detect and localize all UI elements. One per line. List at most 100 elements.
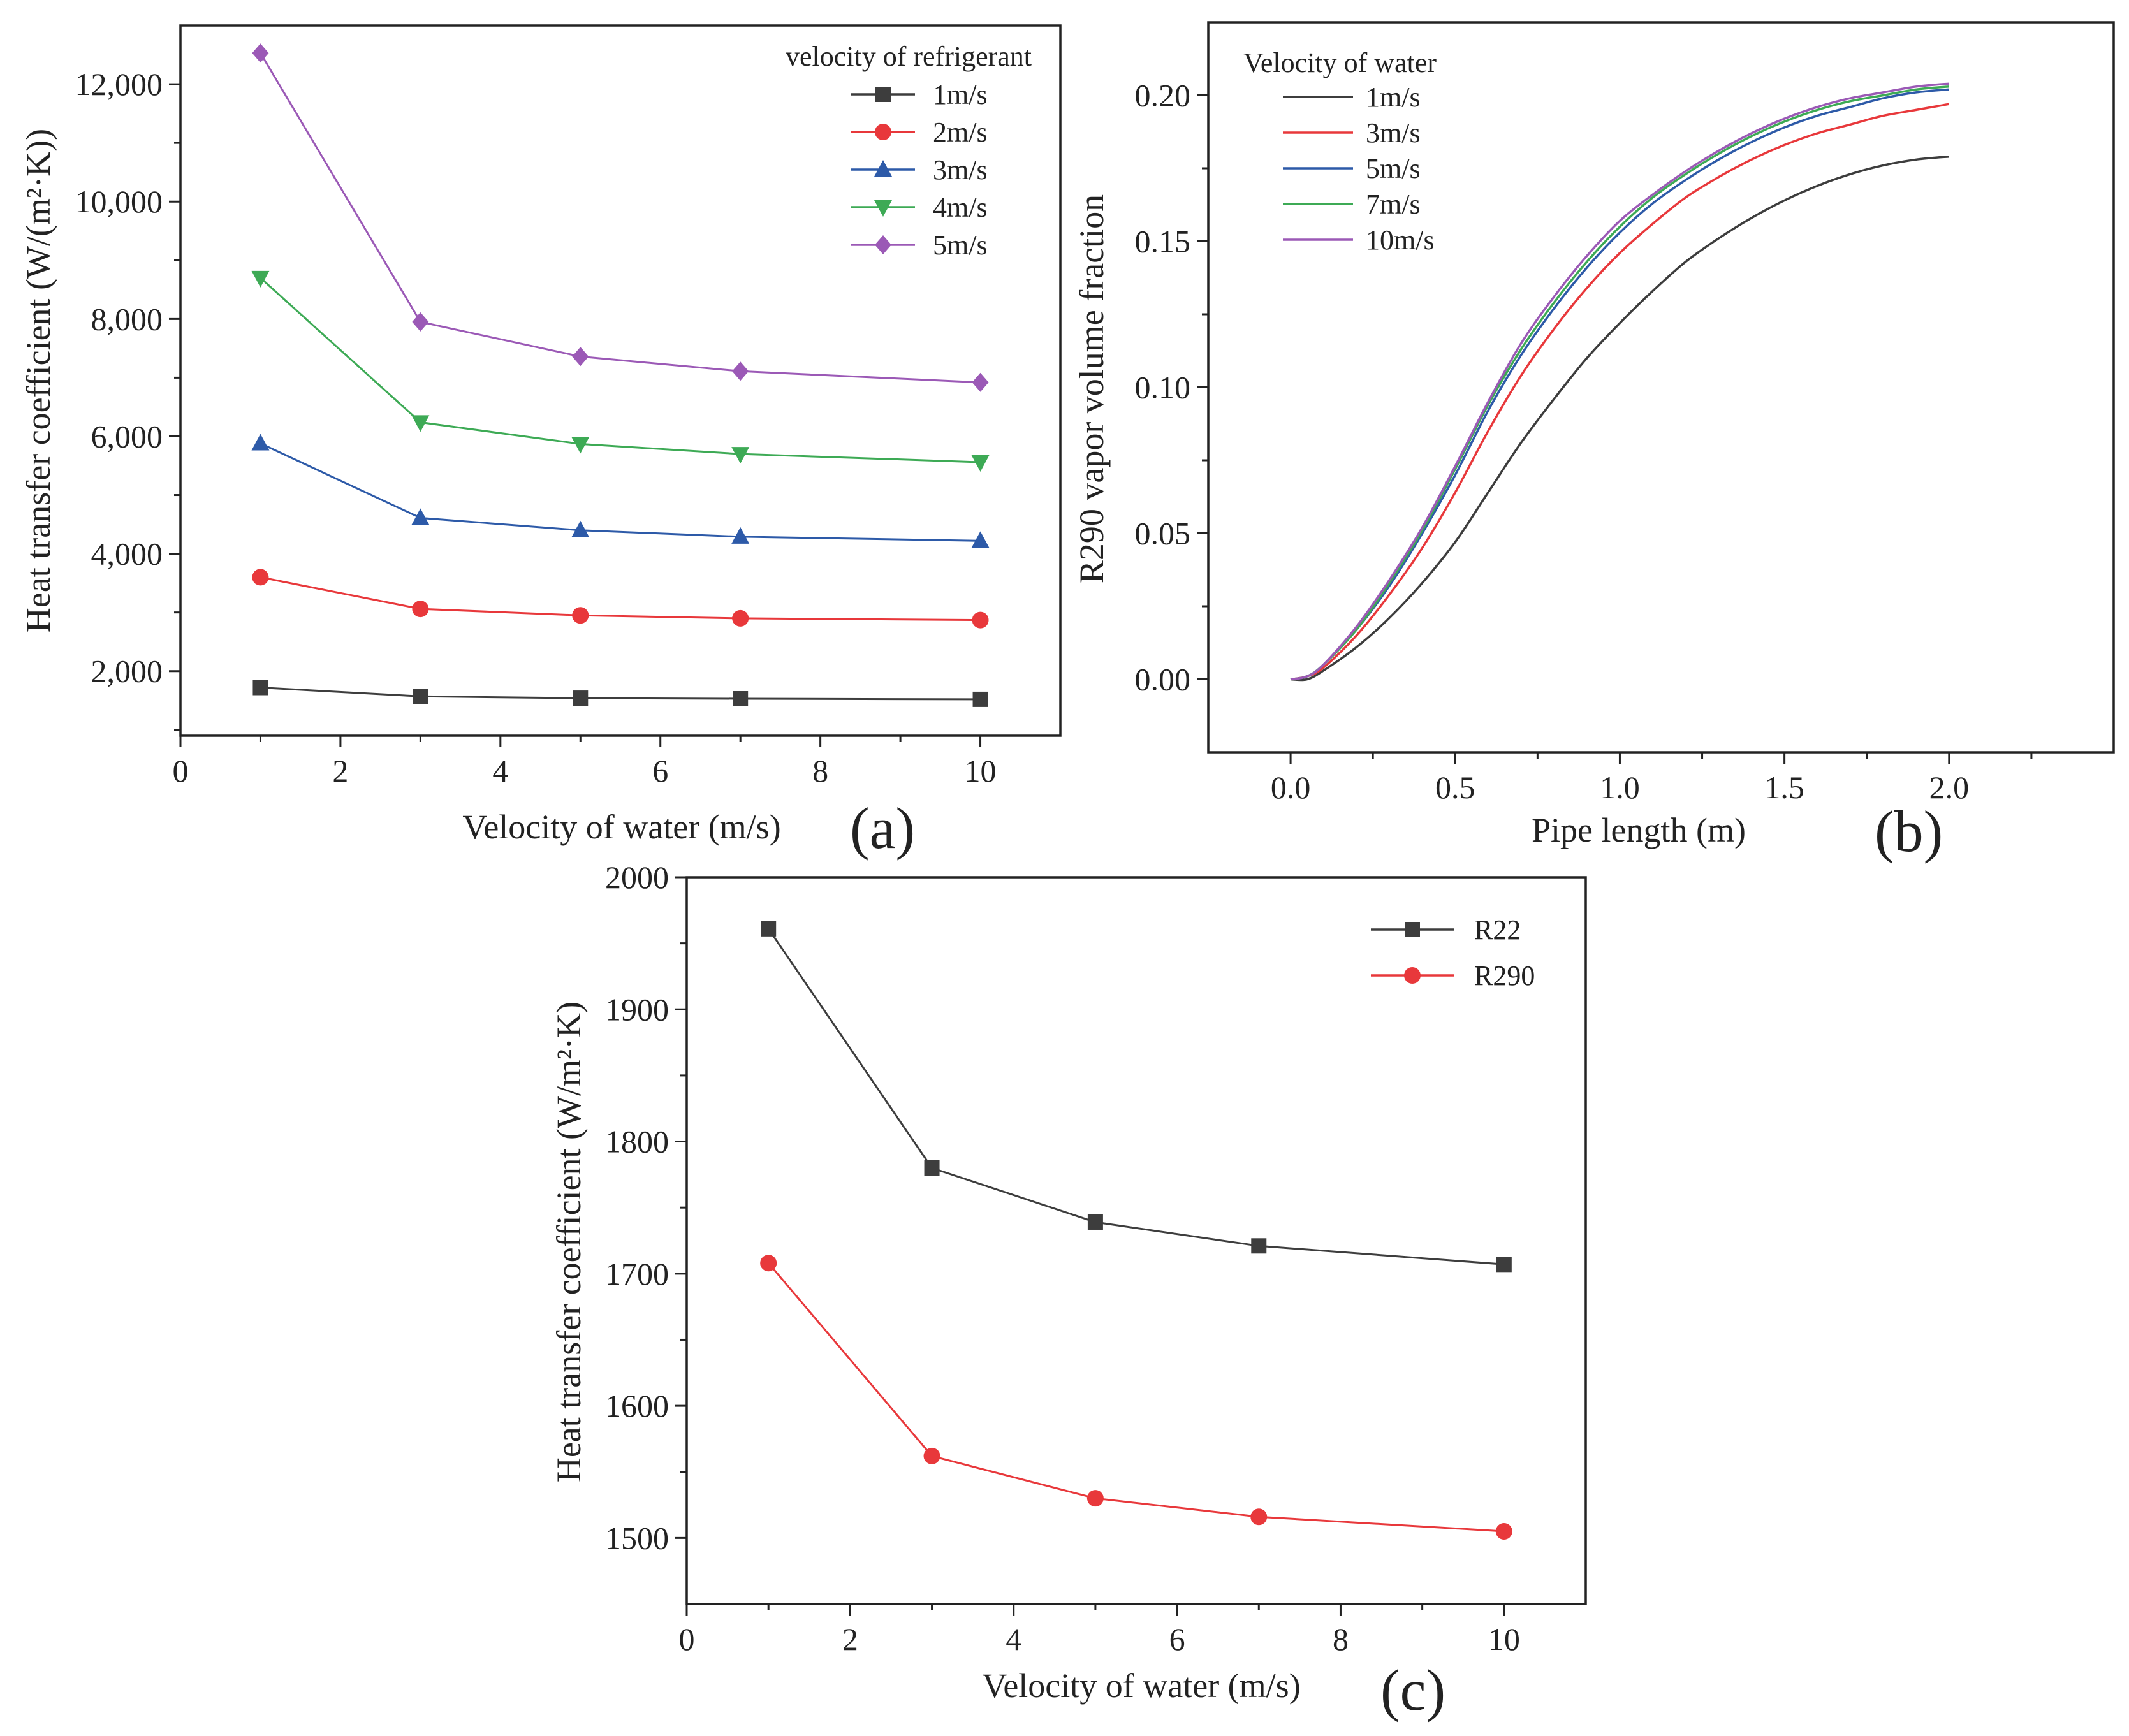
x-tick-label-c: 0 (679, 1621, 695, 1657)
series-b (1290, 82, 1950, 682)
panel-a: 0 2 4 6 8 102,0004,0006,0008,00010,00012,000 … (19, 24, 1062, 861)
y-axis-title-b: R290 vapor volume fraction (1072, 194, 1111, 583)
panel-b: 0.0 0.5 1.0 1.5 2.0 0.00 0.05 0.10 0.15 0.20 Velo… (1072, 21, 2115, 864)
legend-c: R22 R290 (1371, 914, 1535, 991)
panel-label-c: (c) (1380, 1658, 1445, 1723)
legend-marker-c-R290 (1404, 967, 1421, 984)
y-tick-label-a: 8,000 (91, 301, 163, 337)
y-tick-label-c: 1900 (605, 991, 669, 1027)
legend-label-b-1m/s: 1m/s (1366, 82, 1421, 113)
data-point-c-R22 (1251, 1238, 1267, 1254)
x-tick-label-a: 4 (492, 753, 508, 789)
x-tick-label-a: 6 (652, 753, 668, 789)
y-tick-label-a: 12,000 (75, 66, 163, 102)
series-line-b-7m/s (1290, 85, 1949, 681)
y-tick-label-a: 10,000 (75, 184, 163, 219)
data-point-c-R22 (761, 921, 777, 937)
x-tick-label-c: 6 (1169, 1621, 1185, 1657)
x-axis-title-b: Pipe length (m) (1532, 811, 1746, 849)
y-tick-label-b: 0.00 (1135, 662, 1191, 697)
legend-label-b-3m/s: 3m/s (1366, 117, 1421, 149)
data-point-a-1m/s (413, 689, 428, 704)
series-c (760, 921, 1512, 1540)
data-point-c-R290 (1086, 1490, 1104, 1507)
data-point-c-R22 (1496, 1257, 1512, 1273)
x-tick-label-a: 8 (812, 753, 828, 789)
legend-label-a-4m/s: 4m/s (933, 192, 988, 223)
data-point-a-3m/s (731, 527, 750, 544)
legend-marker-c-R22 (1405, 922, 1420, 937)
legend-marker-a-1m/s (875, 87, 891, 102)
y-tick-label-c: 1800 (605, 1124, 669, 1160)
data-point-a-1m/s (573, 690, 589, 706)
legend-marker-a-3m/s (874, 160, 892, 177)
legend-marker-a-4m/s (874, 200, 892, 217)
data-point-a-2m/s (252, 569, 269, 586)
series-line-c-R290 (768, 1262, 1504, 1533)
legend-label-c-R290: R290 (1474, 960, 1535, 991)
data-point-a-5m/s (732, 361, 749, 381)
y-axis-title-c: Heat transfer coefficient (W/m²·K) (550, 1002, 588, 1482)
data-point-a-2m/s (972, 611, 989, 629)
x-axis-title-a: Velocity of water (m/s) (462, 808, 780, 846)
series-line-b-10m/s (1290, 82, 1949, 681)
data-point-a-5m/s (572, 347, 589, 367)
x-tick-label-a: 10 (965, 753, 997, 789)
legend-label-b-10m/s: 10m/s (1366, 224, 1435, 256)
data-point-c-R22 (1087, 1214, 1103, 1230)
x-tick-label-a: 0 (173, 753, 189, 789)
data-point-a-3m/s (971, 531, 990, 548)
legend-title-b: Velocity of water (1243, 47, 1437, 78)
x-tick-label-b: 0.0 (1271, 770, 1311, 805)
legend-b: Velocity of water 1m/s 3m/s 5m/s 7m/s 10m/s (1243, 47, 1437, 256)
data-point-a-2m/s (572, 607, 589, 624)
data-point-a-1m/s (733, 690, 749, 706)
data-point-a-2m/s (412, 601, 429, 618)
legend-label-b-7m/s: 7m/s (1366, 189, 1421, 220)
data-point-a-4m/s (731, 447, 750, 464)
x-tick-label-a: 2 (332, 753, 348, 789)
legend-label-a-3m/s: 3m/s (933, 154, 988, 186)
y-tick-label-c: 1700 (605, 1256, 669, 1292)
data-point-a-3m/s (411, 508, 430, 525)
y-tick-label-c: 1600 (605, 1388, 669, 1424)
data-point-c-R22 (924, 1160, 940, 1176)
x-tick-label-b: 0.5 (1435, 770, 1475, 805)
x-tick-label-c: 2 (842, 1621, 858, 1657)
y-tick-label-b: 0.05 (1135, 516, 1191, 551)
panel-label-b: (b) (1875, 799, 1943, 864)
data-point-c-R290 (760, 1255, 777, 1272)
series-line-c-R22 (767, 928, 1504, 1266)
panel-label-a: (a) (850, 796, 915, 861)
data-point-a-1m/s (252, 680, 268, 696)
series-a (251, 43, 990, 707)
data-point-a-1m/s (972, 691, 988, 707)
data-point-a-4m/s (411, 415, 430, 432)
y-tick-label-b: 0.15 (1135, 224, 1191, 259)
data-point-c-R290 (1495, 1523, 1512, 1540)
data-point-a-4m/s (251, 270, 270, 288)
ticks-a: 0 2 4 6 8 10 2,000 4,000 6,000 8,000 10,000 12,000 (75, 66, 997, 789)
series-line-a-2m/s (260, 576, 981, 622)
series-line-a-1m/s (260, 687, 981, 701)
x-tick-label-b: 2.0 (1929, 770, 1970, 805)
y-tick-label-a: 6,000 (91, 418, 163, 454)
data-point-a-5m/s (412, 312, 429, 332)
data-point-a-5m/s (252, 43, 269, 63)
x-axis-title-c: Velocity of water (m/s) (982, 1667, 1300, 1705)
legend-title-a: velocity of refrigerant (786, 41, 1032, 72)
data-point-a-4m/s (971, 455, 990, 472)
y-tick-label-b: 0.10 (1135, 370, 1191, 405)
legend-marker-a-5m/s (875, 235, 891, 254)
y-tick-label-c: 1500 (605, 1520, 669, 1556)
legend-label-a-5m/s: 5m/s (933, 230, 988, 261)
legend-a: velocity of refrigerant 1m/s 2m/s 3m/s 4m/s… (786, 41, 1032, 261)
x-tick-label-b: 1.0 (1600, 770, 1640, 805)
y-tick-label-b: 0.20 (1135, 78, 1191, 113)
y-tick-label-a: 2,000 (91, 653, 163, 689)
x-tick-label-c: 8 (1333, 1621, 1349, 1657)
legend-label-a-1m/s: 1m/s (933, 79, 988, 110)
legend-label-a-2m/s: 2m/s (933, 117, 988, 148)
